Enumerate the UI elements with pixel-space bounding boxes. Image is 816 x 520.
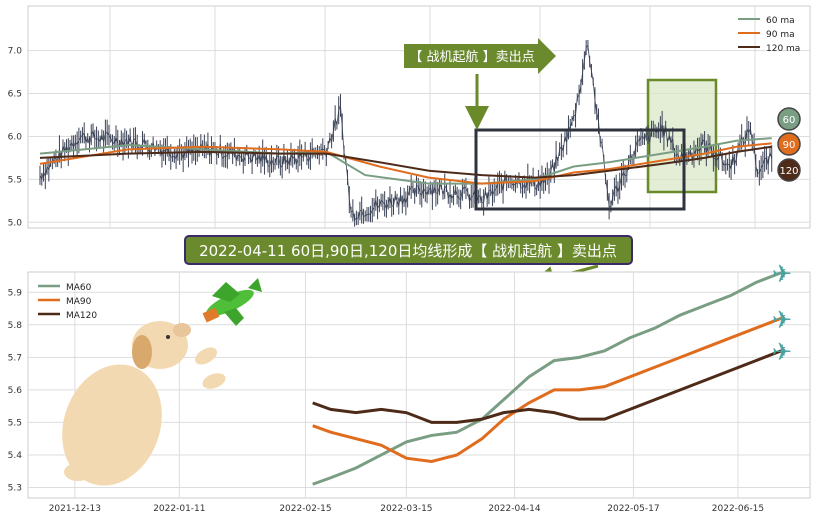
legend-label-120ma: 120 ma [766, 44, 800, 54]
top-y-tick-labels: 5.0 5.5 6.0 6.5 7.0 [8, 47, 23, 229]
legend-label-60ma: 60 ma [766, 16, 795, 26]
banner-bg [184, 235, 633, 265]
banner-text: 2022-04-11 60日,90日,120日均线形成【 战机起航 】卖出点 [199, 242, 617, 260]
bottom-y-tick: 5.3 [8, 483, 22, 493]
bottom-y-tick: 5.4 [8, 451, 23, 461]
bottom-y-tick-labels: 5.3 5.4 5.5 5.6 5.7 5.8 5.9 [8, 288, 23, 493]
bottom-y-tick: 5.6 [8, 386, 23, 396]
signal-callout-bg [404, 38, 556, 74]
top-panel: 5.0 5.5 6.0 6.5 7.0 【 战机起航 】卖出点 60 ma 90 ma … [8, 5, 811, 229]
bottom-legend: MA60 MA90 MA120 [38, 283, 97, 321]
badge-90-label: 90 [783, 140, 796, 151]
top-legend: 60 ma 90 ma 120 ma [738, 16, 800, 54]
top-y-tick: 6.0 [8, 132, 23, 142]
signal-label: 【 战机起航 】卖出点 [409, 49, 534, 65]
bottom-y-tick: 5.5 [8, 418, 22, 428]
airplane-icon-ma90: ✈ [772, 306, 792, 334]
legend-label-ma120: MA120 [66, 311, 97, 321]
bottom-y-tick: 5.9 [8, 288, 23, 298]
bottom-x-tick: 2022-06-15 [712, 504, 764, 514]
banner: 2022-04-11 60日,90日,120日均线形成【 战机起航 】卖出点 [184, 235, 633, 265]
top-y-tick: 5.0 [8, 218, 23, 228]
green-plane-toy [202, 278, 262, 326]
badge-90 [777, 132, 801, 156]
bottom-y-tick: 5.7 [8, 353, 22, 363]
airplane-icon-ma120: ✈ [772, 338, 792, 366]
ma-badges: 60 90 120 [777, 107, 801, 182]
bottom-x-tick: 2021-12-13 [49, 504, 101, 514]
bottom-x-tick: 2022-03-15 [380, 504, 432, 514]
puppy-illustration [62, 321, 226, 486]
top-series-90ma [39, 142, 772, 185]
legend-label-90ma: 90 ma [766, 30, 795, 40]
badge-120-label: 120 [779, 166, 798, 177]
bottom-x-tick: 2022-02-15 [279, 504, 331, 514]
bottom-x-tick: 2022-05-17 [607, 504, 659, 514]
bottom-series-MA60 [312, 271, 782, 486]
bottom-x-tick: 2022-04-14 [488, 504, 541, 514]
bottom-x-tick: 2022-01-11 [153, 504, 205, 514]
legend-label-ma60: MA60 [66, 283, 92, 293]
signal-callout: 【 战机起航 】卖出点 [404, 38, 556, 74]
badge-60 [777, 107, 801, 131]
top-moving-averages [39, 137, 772, 185]
top-series-120ma [39, 145, 772, 179]
top-y-tick: 6.5 [8, 90, 22, 100]
airplane-icon-ma60: ✈ [772, 260, 792, 288]
bottom-y-tick: 5.8 [8, 321, 23, 331]
top-y-tick: 7.0 [8, 47, 23, 57]
price-line [39, 44, 773, 222]
signal-box [474, 128, 686, 211]
bottom-series-MA90 [312, 316, 782, 463]
badge-60-label: 60 [783, 115, 796, 126]
bottom-moving-averages [312, 271, 782, 486]
bottom-series-MA120 [312, 349, 782, 424]
legend-label-ma90: MA90 [66, 297, 92, 307]
bottom-panel: 5.3 5.4 5.5 5.6 5.7 5.8 5.9 2021-12-13 2022-01-… [8, 260, 811, 514]
bottom-x-tick-labels: 2021-12-13 2022-01-11 2022-02-15 2022-03-15… [49, 504, 764, 514]
top-y-tick: 5.5 [8, 175, 22, 185]
badge-120 [777, 158, 801, 182]
